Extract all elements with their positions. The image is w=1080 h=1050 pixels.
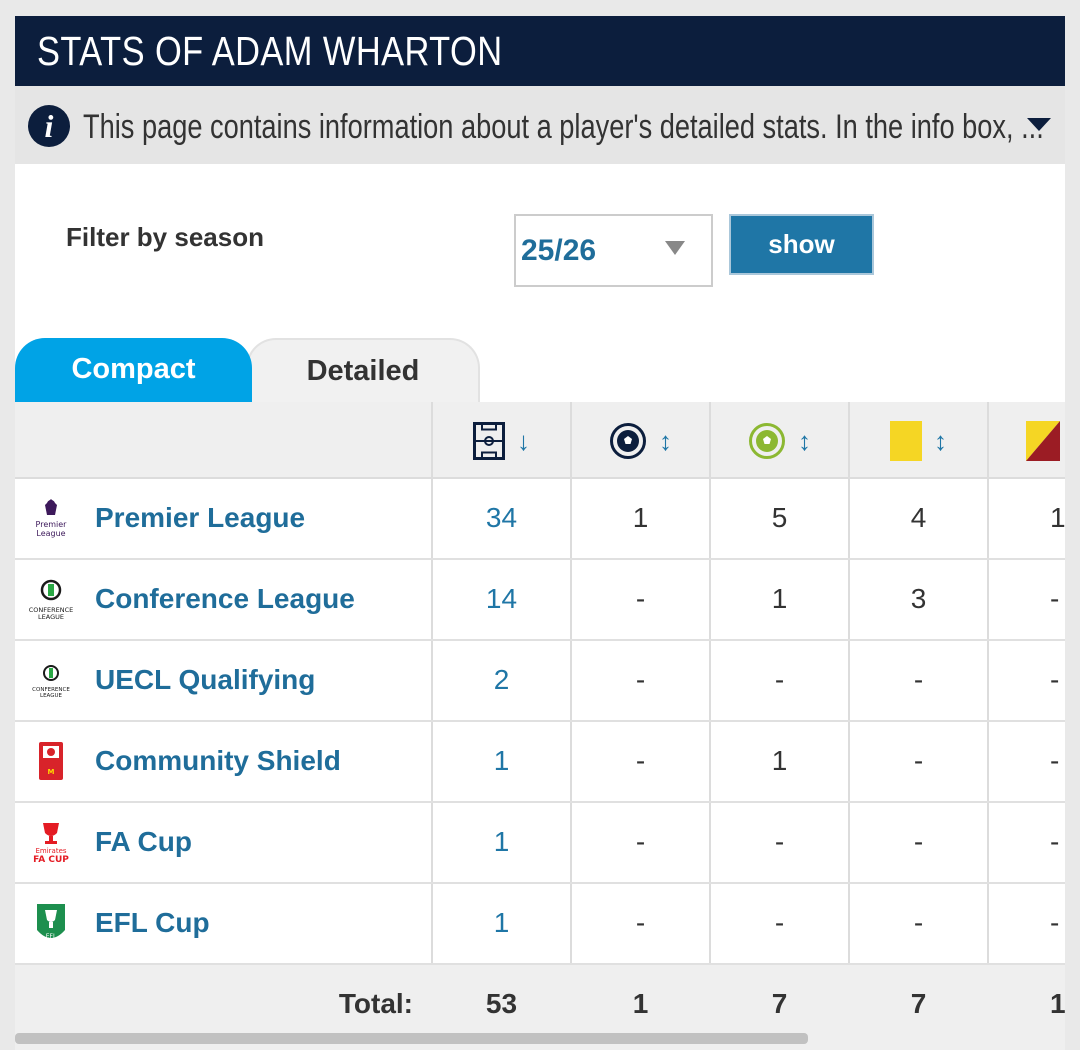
expand-caret-icon[interactable] (1027, 118, 1051, 131)
column-divider (709, 402, 711, 1042)
appearances-value[interactable]: 2 (493, 664, 510, 695)
goals-value: 1 (632, 502, 649, 533)
sort-both-icon[interactable]: ↕ (934, 425, 947, 456)
goals-value: - (635, 907, 646, 938)
page-header: STATS OF ADAM WHARTON (15, 16, 1065, 86)
svg-text:FA CUP: FA CUP (33, 855, 69, 865)
table-row: Emirates FA CUP FA Cup 1 - - - - (15, 803, 1065, 884)
second-yellow-card-icon (1026, 420, 1060, 461)
stats-card: STATS OF ADAM WHARTON i This page contai… (15, 16, 1065, 1050)
season-select[interactable]: 25/26 (514, 214, 713, 287)
premier-league-logo: Premier League (36, 499, 68, 538)
filter-label: Filter by season (66, 222, 264, 252)
competition-name[interactable]: Conference League (95, 583, 355, 614)
yellow-cards-value: - (913, 664, 924, 695)
total-label: Total: (338, 988, 413, 1019)
svg-text:LEAGUE: LEAGUE (40, 693, 62, 699)
second-yellow-value: - (1050, 583, 1060, 614)
svg-text:CONFERENCE: CONFERENCE (32, 687, 70, 693)
svg-text:LEAGUE: LEAGUE (38, 613, 64, 621)
community-shield-logo: M (39, 742, 63, 780)
assists-value: 1 (771, 583, 788, 614)
dropdown-caret-icon (665, 241, 685, 255)
goals-value: - (635, 664, 646, 695)
info-icon: i (28, 105, 70, 147)
season-value: 25/26 (521, 234, 597, 267)
yellow-cards-value: 4 (910, 502, 927, 533)
svg-text:CONFERENCE: CONFERENCE (29, 606, 74, 614)
header-yellow-cards[interactable]: ↕ (849, 402, 988, 479)
ball-assists-icon (749, 422, 785, 459)
second-yellow-value: - (1050, 907, 1060, 938)
table-row: CONFERENCE LEAGUE Conference League 14 -… (15, 560, 1065, 641)
competition-name[interactable]: Premier League (95, 502, 306, 533)
goals-value: - (635, 826, 646, 857)
header-goals[interactable]: ↕ (571, 402, 710, 479)
appearances-value[interactable]: 1 (493, 745, 510, 776)
appearances-value[interactable]: 34 (485, 502, 518, 533)
svg-text:M: M (48, 768, 55, 776)
assists-value: - (774, 907, 785, 938)
svg-text:Emirates: Emirates (35, 847, 66, 855)
conference-league-logo: CONFERENCE LEAGUE (29, 579, 74, 621)
appearances-value[interactable]: 1 (493, 907, 510, 938)
second-yellow-value: - (1050, 826, 1060, 857)
competition-name[interactable]: FA Cup (95, 826, 192, 857)
competition-name[interactable]: EFL Cup (95, 907, 210, 938)
show-button[interactable]: show (729, 214, 874, 275)
efl-cup-logo: EFL (37, 904, 65, 940)
total-assists: 7 (771, 988, 788, 1019)
sort-desc-icon[interactable]: ↓ (517, 425, 530, 456)
total-appearances: 53 (485, 988, 518, 1019)
competition-name[interactable]: Community Shield (95, 745, 341, 776)
assists-value: - (774, 664, 785, 695)
total-second-yellow: 1 (1050, 988, 1065, 1019)
column-divider (848, 402, 850, 1042)
sort-both-icon[interactable]: ↕ (659, 425, 672, 456)
fa-cup-logo: Emirates FA CUP (33, 823, 69, 865)
header-assists[interactable]: ↕ (710, 402, 849, 479)
tab-detailed[interactable]: Detailed (246, 338, 480, 402)
info-box[interactable]: i This page contains information about a… (15, 86, 1065, 164)
assists-value: 1 (771, 745, 788, 776)
second-yellow-value: - (1050, 664, 1060, 695)
sort-both-icon[interactable]: ↕ (798, 425, 811, 456)
column-divider (987, 402, 989, 1042)
assists-value: 5 (771, 502, 788, 533)
svg-text:EFL: EFL (46, 933, 57, 940)
info-text: This page contains information about a p… (83, 108, 1044, 146)
goals-value: - (635, 583, 646, 614)
yellow-cards-value: 3 (910, 583, 927, 614)
tab-compact[interactable]: Compact (15, 338, 252, 402)
table-row: M Community Shield 1 - 1 - - (15, 722, 1065, 803)
pitch-appearances-icon (473, 421, 505, 460)
appearances-value[interactable]: 14 (485, 583, 518, 614)
ball-goals-icon (610, 422, 646, 459)
column-divider (570, 402, 572, 1042)
yellow-cards-value: - (913, 907, 924, 938)
svg-text:Premier: Premier (36, 520, 68, 529)
appearances-value[interactable]: 1 (493, 826, 510, 857)
total-goals: 1 (632, 988, 649, 1019)
competition-name[interactable]: UECL Qualifying (95, 664, 316, 695)
svg-text:League: League (36, 529, 65, 538)
goals-value: - (635, 745, 646, 776)
header-appearances[interactable]: ↓ (432, 402, 571, 479)
column-divider (431, 402, 433, 1042)
assists-value: - (774, 826, 785, 857)
total-yellow-cards: 7 (910, 988, 927, 1019)
header-second-yellow[interactable] (1026, 402, 1065, 479)
yellow-cards-value: - (913, 826, 924, 857)
table-header: ↓ ↕ ↕ ↕ (15, 402, 1065, 479)
yellow-cards-value: - (913, 745, 924, 776)
table-row: CONFERENCE LEAGUE UECL Qualifying 2 - - … (15, 641, 1065, 722)
second-yellow-value: - (1050, 745, 1060, 776)
uecl-qualifying-logo: CONFERENCE LEAGUE (32, 665, 70, 699)
second-yellow-value: 1 (1050, 502, 1065, 533)
yellow-card-icon (890, 420, 922, 461)
page-title: STATS OF ADAM WHARTON (37, 28, 503, 74)
table-row: EFL EFL Cup 1 - - - - (15, 884, 1065, 965)
horizontal-scrollbar[interactable] (15, 1033, 808, 1044)
table-row: Premier League Premier League 34 1 5 4 1 (15, 479, 1065, 560)
